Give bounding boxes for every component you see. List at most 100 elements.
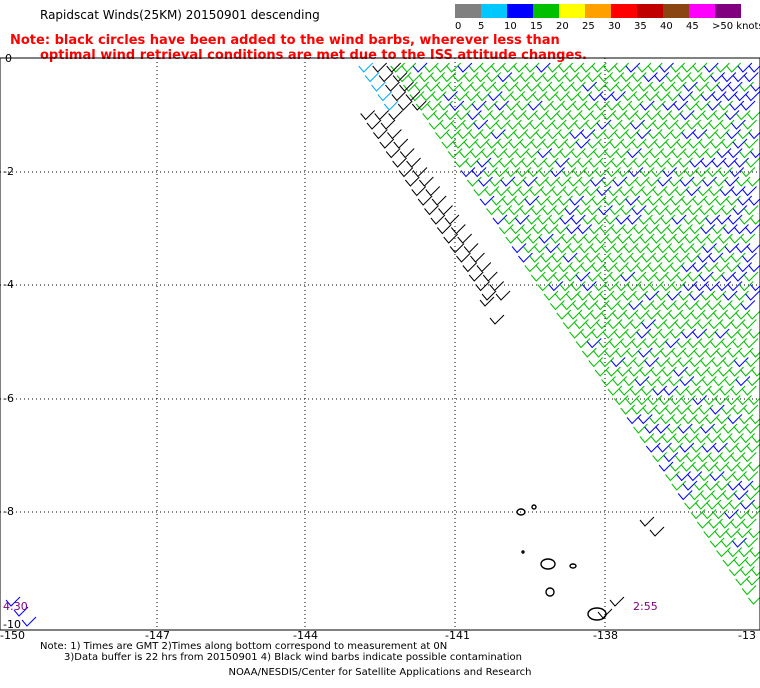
wind-barb <box>399 81 414 92</box>
wind-barb <box>618 186 634 197</box>
wind-barb <box>511 110 527 121</box>
wind-barb <box>646 309 661 320</box>
wind-barb <box>556 110 572 121</box>
wind-barb <box>727 414 743 425</box>
wind-barb <box>390 62 406 73</box>
wind-barb <box>604 347 620 358</box>
wind-barb <box>489 314 505 325</box>
wind-barb <box>740 100 756 111</box>
wind-barb <box>737 129 753 140</box>
wind-barb <box>684 300 700 311</box>
wind-barb <box>737 195 753 206</box>
wind-barb <box>750 151 760 159</box>
wind-barb <box>583 300 599 311</box>
wind-barb <box>719 452 735 463</box>
wind-barb <box>575 72 591 83</box>
wind-barb <box>708 252 724 263</box>
wind-barb <box>718 167 733 178</box>
wind-barb <box>583 100 599 111</box>
wind-barb <box>638 281 653 292</box>
wind-barb <box>494 167 509 178</box>
wind-barb <box>714 195 730 206</box>
wind-barb <box>373 129 388 140</box>
wind-barb <box>534 176 549 187</box>
wind-barb <box>505 167 521 178</box>
wind-barb <box>724 243 740 254</box>
wind-barb <box>436 224 452 235</box>
wind-barb <box>636 62 652 73</box>
wind-barb <box>690 243 706 254</box>
wind-barb <box>563 119 578 130</box>
wind-barb <box>588 157 604 168</box>
wind-barb <box>650 366 666 377</box>
wind-barb <box>503 214 519 225</box>
wind-barb <box>543 290 559 301</box>
wind-barb <box>745 290 760 301</box>
wind-barb <box>682 281 698 292</box>
wind-barb <box>526 148 541 159</box>
wind-barb <box>475 281 490 292</box>
wind-barb <box>657 110 673 121</box>
wind-barb <box>661 366 677 377</box>
wind-barb <box>611 91 626 102</box>
wind-barb <box>604 81 620 92</box>
wind-barb <box>673 300 688 311</box>
wind-barb <box>740 300 756 311</box>
wind-barb <box>684 433 700 444</box>
wind-barb <box>743 537 759 548</box>
wind-barb <box>705 414 720 425</box>
wind-barb <box>578 243 594 254</box>
wind-barb <box>466 176 482 187</box>
wind-barb <box>606 300 621 311</box>
wind-barb <box>486 205 501 216</box>
wind-barb <box>643 72 658 83</box>
wind-barb <box>502 62 518 73</box>
wind-barb <box>735 309 751 320</box>
wind-barb <box>634 243 650 254</box>
wind-barb <box>599 157 615 168</box>
wind-barb <box>605 366 621 377</box>
wind-barb <box>679 442 695 453</box>
wind-barb <box>554 224 570 235</box>
wind-barb <box>551 119 567 130</box>
wind-barb <box>695 167 711 178</box>
wind-barb <box>621 357 637 368</box>
color-swatch <box>533 4 559 18</box>
wind-barb <box>746 177 760 187</box>
wind-barb <box>684 167 700 178</box>
wind-barb <box>694 148 709 159</box>
wind-barb <box>566 157 581 168</box>
wind-barb <box>703 328 719 339</box>
wind-barb <box>679 176 695 187</box>
wind-barb <box>553 271 569 282</box>
wind-barb <box>620 338 636 349</box>
wind-barb <box>545 243 561 254</box>
wind-barb <box>700 157 716 168</box>
wind-barb <box>670 62 686 73</box>
wind-barb <box>599 91 615 102</box>
wind-barb <box>591 62 607 73</box>
wind-barb <box>459 81 474 92</box>
wind-barb <box>677 357 693 368</box>
wind-barb <box>631 404 647 415</box>
wind-barb <box>487 91 503 102</box>
wind-barb <box>489 110 505 121</box>
wind-barb <box>622 224 637 235</box>
wind-barb <box>735 442 751 453</box>
wind-barb <box>743 72 759 83</box>
wind-barb <box>746 509 760 520</box>
wind-barb <box>711 423 727 434</box>
wind-barb <box>425 81 441 92</box>
wind-barb <box>585 252 601 263</box>
wind-barb <box>724 442 740 453</box>
wind-barb <box>628 167 644 178</box>
wind-barb <box>687 205 703 216</box>
wind-barb <box>715 62 730 73</box>
wind-barb <box>671 480 687 491</box>
wind-barb <box>548 81 564 92</box>
wind-barb <box>647 328 663 339</box>
color-swatch <box>715 4 741 18</box>
wind-barb <box>670 328 685 339</box>
wind-barb <box>486 138 501 149</box>
wind-barb <box>724 509 739 520</box>
